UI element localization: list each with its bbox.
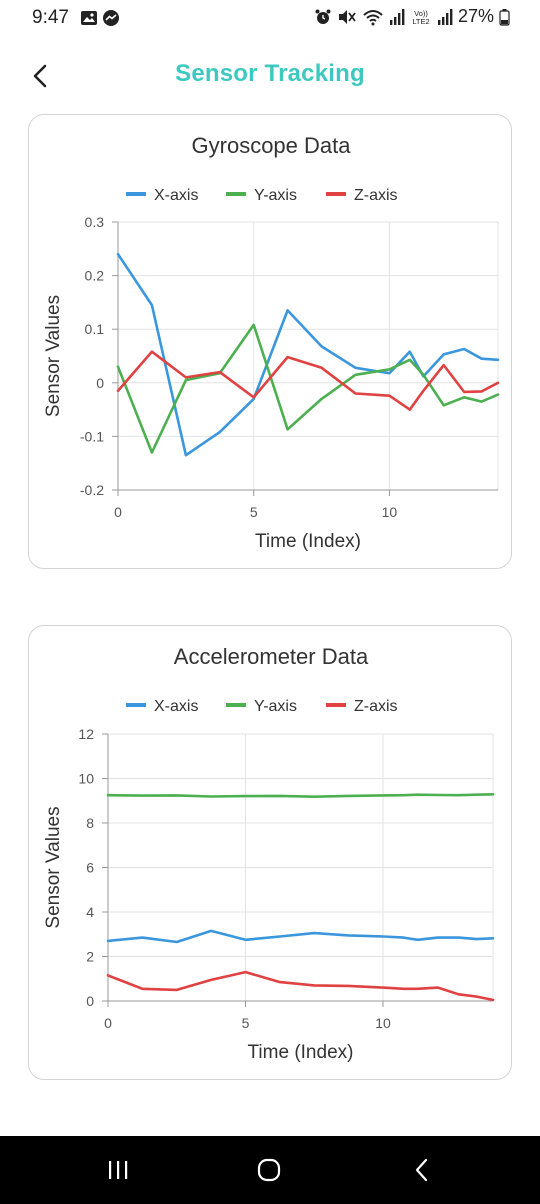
y-tick-label: -0.2 [80, 482, 104, 498]
y-tick-label: 0 [96, 375, 104, 391]
nav-back-button[interactable] [402, 1154, 442, 1186]
y-tick-label: 0.3 [85, 214, 105, 230]
app-header: Sensor Tracking [0, 48, 540, 104]
x-tick-label: 10 [375, 1015, 391, 1031]
chart-title: Gyroscope Data [192, 133, 352, 158]
status-time: 9:47 [32, 7, 69, 28]
navigation-bar [0, 1136, 540, 1204]
nav-back-icon [415, 1158, 428, 1182]
battery-icon [499, 8, 510, 26]
series-line-x-axis [116, 252, 500, 457]
accelerometer-card: Accelerometer Data X-axis Y-axis Z-axis 0 2 4 6… [28, 625, 512, 1080]
y-tick-label: -0.1 [80, 428, 104, 444]
gallery-icon [81, 11, 97, 25]
y-tick-label: 6 [86, 860, 94, 876]
alarm-icon [315, 9, 331, 24]
x-tick-label: 5 [250, 504, 258, 520]
series-line-y-axis [116, 323, 500, 454]
series-line-x-axis [106, 929, 495, 944]
y-tick-label: 0.1 [85, 321, 105, 337]
y-tick-label: 4 [86, 904, 94, 920]
recent-apps-button[interactable] [98, 1154, 138, 1186]
y-axis-label: Sensor Values [43, 295, 64, 417]
messenger-icon [103, 10, 119, 26]
legend-item: Y-axis [226, 698, 297, 715]
y-tick-label: 10 [78, 771, 94, 787]
gyroscope-chart: Gyroscope Data X-axis Y-axis Z-axis -0.2 -0.1… [43, 133, 500, 552]
x-tick-label: 10 [382, 504, 398, 520]
y-tick-label: 0 [86, 993, 94, 1009]
status-bar: 9:47 [0, 0, 540, 38]
status-notification-icons [80, 9, 120, 27]
legend-item: Z-axis [326, 187, 398, 204]
x-tick-label: 0 [104, 1015, 112, 1031]
svg-text:LTE2: LTE2 [412, 17, 429, 26]
legend-label: Y-axis [254, 187, 297, 204]
home-button[interactable] [249, 1154, 289, 1186]
back-arrow-icon [33, 64, 47, 88]
legend-label: Z-axis [354, 187, 398, 204]
y-tick-label: 8 [86, 815, 94, 831]
back-button[interactable] [22, 58, 58, 94]
legend-label: Y-axis [254, 698, 297, 715]
y-tick-label: 2 [86, 949, 94, 965]
y-axis-label: Sensor Values [43, 806, 64, 928]
signal-icon [389, 8, 405, 25]
mute-icon [338, 9, 356, 24]
home-icon [257, 1158, 281, 1182]
wifi-icon [363, 9, 383, 25]
series-line-z-axis [106, 970, 495, 1002]
legend-item: X-axis [126, 698, 198, 715]
page-title: Sensor Tracking [175, 60, 365, 87]
series-line-z-axis [116, 350, 500, 411]
legend-item: X-axis [126, 187, 198, 204]
svg-text:Vo)): Vo)) [414, 9, 428, 18]
volte-icon: Vo)) LTE2 [412, 9, 429, 26]
gyroscope-card: Gyroscope Data X-axis Y-axis Z-axis -0.2 -0.1… [28, 114, 512, 569]
signal-icon [437, 8, 453, 25]
chart-title: Accelerometer Data [174, 644, 369, 669]
y-tick-label: 12 [78, 726, 94, 742]
legend-label: X-axis [154, 187, 198, 204]
legend-label: X-axis [154, 698, 198, 715]
y-tick-label: 0.2 [85, 268, 105, 284]
x-tick-label: 5 [242, 1015, 250, 1031]
recent-apps-icon [109, 1161, 128, 1179]
x-axis-label: Time (Index) [255, 531, 361, 552]
legend-label: Z-axis [354, 698, 398, 715]
status-system-icons: Vo)) LTE2 27% [314, 6, 510, 27]
legend-item: Y-axis [226, 187, 297, 204]
accelerometer-chart: Accelerometer Data X-axis Y-axis Z-axis 0 2 4 6… [43, 644, 495, 1063]
legend-item: Z-axis [326, 698, 398, 715]
x-axis-label: Time (Index) [248, 1042, 354, 1063]
battery-percentage: 27% [457, 6, 494, 26]
series-line-y-axis [106, 793, 495, 798]
x-tick-label: 0 [114, 504, 122, 520]
